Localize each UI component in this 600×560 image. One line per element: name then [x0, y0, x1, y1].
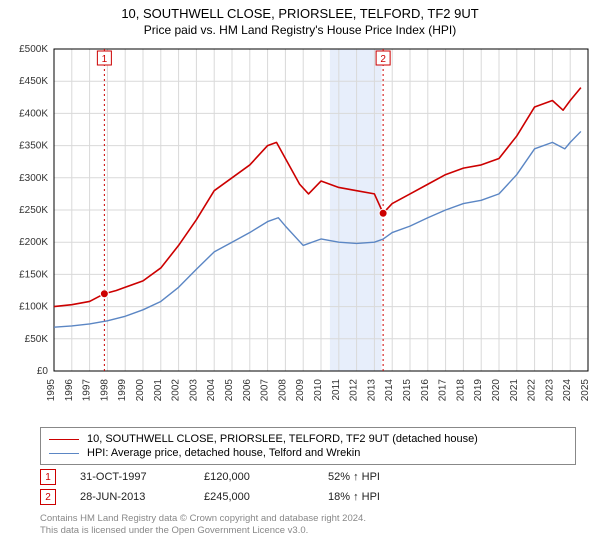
svg-text:£500K: £500K — [19, 44, 48, 55]
legend-label-property: 10, SOUTHWELL CLOSE, PRIORSLEE, TELFORD,… — [87, 433, 478, 445]
svg-text:1: 1 — [102, 54, 108, 65]
sale-delta: 18% ↑ HPI — [328, 491, 428, 503]
sale-row: 1 31-OCT-1997 £120,000 52% ↑ HPI — [40, 469, 576, 485]
svg-text:£450K: £450K — [19, 76, 48, 87]
legend-swatch-hpi — [49, 453, 79, 454]
legend-item-hpi: HPI: Average price, detached house, Telf… — [49, 446, 567, 460]
svg-text:£250K: £250K — [19, 205, 48, 216]
svg-text:1998: 1998 — [99, 379, 110, 402]
svg-text:2024: 2024 — [562, 379, 573, 402]
svg-text:2011: 2011 — [331, 379, 342, 401]
svg-text:2003: 2003 — [188, 379, 199, 402]
svg-text:2019: 2019 — [473, 379, 484, 402]
footer-line1: Contains HM Land Registry data © Crown c… — [40, 513, 576, 525]
svg-text:2009: 2009 — [295, 379, 306, 402]
sale-date: 28-JUN-2013 — [80, 491, 180, 503]
chart-subtitle: Price paid vs. HM Land Registry's House … — [0, 21, 600, 41]
svg-text:2000: 2000 — [135, 379, 146, 402]
svg-text:2013: 2013 — [366, 379, 377, 402]
svg-text:2012: 2012 — [349, 379, 360, 402]
chart-title: 10, SOUTHWELL CLOSE, PRIORSLEE, TELFORD,… — [0, 0, 600, 21]
sale-delta: 52% ↑ HPI — [328, 471, 428, 483]
legend-item-property: 10, SOUTHWELL CLOSE, PRIORSLEE, TELFORD,… — [49, 432, 567, 446]
svg-text:2005: 2005 — [224, 379, 235, 402]
svg-text:2002: 2002 — [171, 379, 182, 402]
svg-text:2017: 2017 — [438, 379, 449, 402]
footer: Contains HM Land Registry data © Crown c… — [40, 513, 576, 538]
chart-area: £0 £50K £100K £150K £200K £250K £300K £350K £400… — [0, 41, 600, 421]
svg-text:1996: 1996 — [64, 379, 75, 402]
svg-text:£150K: £150K — [19, 269, 48, 280]
svg-text:2015: 2015 — [402, 379, 413, 402]
svg-text:2022: 2022 — [527, 379, 538, 402]
svg-text:£400K: £400K — [19, 108, 48, 119]
sale-marker-1: 1 — [40, 469, 56, 485]
svg-text:£50K: £50K — [25, 334, 49, 345]
sale-price: £120,000 — [204, 471, 304, 483]
svg-text:2020: 2020 — [491, 379, 502, 402]
svg-text:1995: 1995 — [46, 379, 57, 402]
svg-text:1997: 1997 — [82, 379, 93, 402]
footer-line2: This data is licensed under the Open Gov… — [40, 525, 576, 537]
sale-price: £245,000 — [204, 491, 304, 503]
svg-text:2006: 2006 — [242, 379, 253, 402]
svg-text:2018: 2018 — [455, 379, 466, 402]
legend-swatch-property — [49, 439, 79, 440]
svg-text:£100K: £100K — [19, 302, 48, 313]
svg-text:2010: 2010 — [313, 379, 324, 402]
svg-text:2021: 2021 — [509, 379, 520, 402]
legend-label-hpi: HPI: Average price, detached house, Telf… — [87, 447, 360, 459]
legend: 10, SOUTHWELL CLOSE, PRIORSLEE, TELFORD,… — [40, 427, 576, 465]
svg-text:2004: 2004 — [206, 379, 217, 402]
svg-text:£350K: £350K — [19, 141, 48, 152]
line-chart-svg: £0 £50K £100K £150K £200K £250K £300K £350K £400… — [0, 41, 600, 421]
svg-text:1999: 1999 — [117, 379, 128, 402]
svg-text:£200K: £200K — [19, 237, 48, 248]
svg-text:2016: 2016 — [420, 379, 431, 402]
sale-marker-2: 2 — [40, 489, 56, 505]
svg-text:£0: £0 — [37, 366, 49, 377]
svg-text:2007: 2007 — [260, 379, 271, 402]
svg-text:2023: 2023 — [544, 379, 555, 402]
svg-text:2025: 2025 — [580, 379, 591, 402]
svg-text:2: 2 — [380, 54, 386, 65]
sale-row: 2 28-JUN-2013 £245,000 18% ↑ HPI — [40, 489, 576, 505]
svg-text:2001: 2001 — [153, 379, 164, 402]
svg-text:2014: 2014 — [384, 379, 395, 402]
svg-text:£300K: £300K — [19, 173, 48, 184]
sale-date: 31-OCT-1997 — [80, 471, 180, 483]
svg-text:2008: 2008 — [277, 379, 288, 402]
